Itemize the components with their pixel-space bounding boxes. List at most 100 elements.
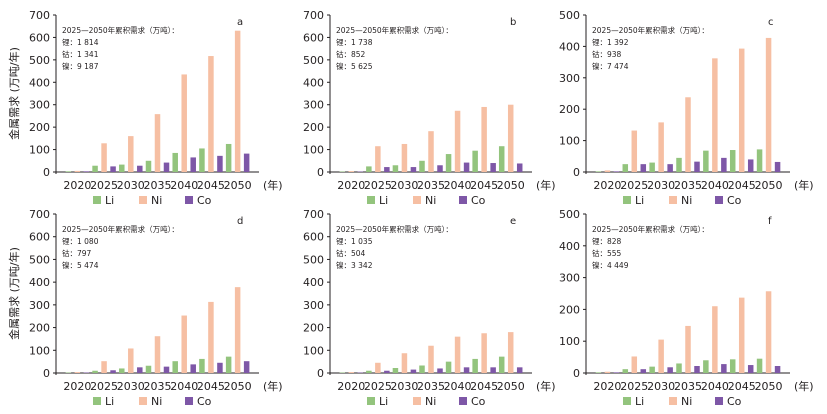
legend-label-li: Li: [635, 395, 644, 408]
bar-co-2025: [110, 370, 116, 373]
legend-swatch-ni: [413, 397, 421, 405]
x-axis-unit: (年): [536, 379, 556, 393]
bar-co-2040: [463, 162, 470, 172]
y-tick-label: 0: [43, 367, 50, 380]
bar-ni-2045: [738, 48, 745, 172]
bar-li-2045: [472, 150, 478, 172]
bar-co-2040: [463, 367, 470, 373]
legend-label-li: Li: [379, 395, 388, 408]
y-tick-label: 100: [559, 335, 580, 348]
bar-ni-2050: [507, 332, 514, 373]
x-tick-label: 2035: [144, 179, 172, 192]
x-tick-label: 2025: [90, 179, 118, 192]
y-tick-label: 700: [303, 208, 324, 221]
x-tick-label: 2035: [674, 380, 702, 393]
y-tick-label: 500: [559, 208, 580, 221]
x-tick-label: 2045: [728, 179, 756, 192]
chart-panel-e: 0100200300400500600700202020252030203520…: [303, 208, 556, 408]
y-tick-label: 0: [317, 367, 324, 380]
bar-li-2040: [703, 150, 709, 172]
y-tick-label: 300: [29, 99, 50, 112]
bar-ni-2050: [507, 104, 514, 172]
x-tick-label: 2020: [337, 179, 365, 192]
bar-li-2020: [595, 171, 602, 172]
bar-li-2025: [92, 370, 98, 373]
legend-label-ni: Ni: [151, 194, 162, 207]
bar-li-2030: [392, 368, 399, 373]
legend-label-co: Co: [471, 194, 486, 207]
bar-li-2025: [92, 165, 98, 172]
bar-ni-2025: [375, 362, 381, 373]
bar-li-2030: [649, 366, 655, 373]
bar-li-2045: [199, 148, 205, 172]
cumulative-demand-title: 2025—2050年累积需求（万吨）：: [592, 224, 709, 234]
bar-co-2045: [747, 365, 754, 373]
x-tick-label: 2040: [444, 179, 472, 192]
panel-letter: c: [768, 17, 774, 28]
bar-ni-2045: [208, 56, 214, 173]
bar-co-2020: [83, 171, 90, 172]
bar-ni-2035: [428, 131, 434, 172]
x-tick-label: 2035: [674, 179, 702, 192]
y-tick-label: 200: [29, 121, 50, 134]
y-tick-label: 100: [303, 344, 324, 357]
bar-co-2045: [490, 367, 496, 373]
y-tick-label: 300: [303, 299, 324, 312]
legend-label-co: Co: [197, 395, 212, 408]
bar-li-2045: [729, 150, 736, 172]
cumulative-demand-line: 镍：4 449: [592, 260, 629, 270]
y-tick-label: 100: [303, 144, 324, 157]
bar-li-2020: [65, 171, 72, 172]
bar-co-2050: [243, 153, 250, 172]
bar-ni-2050: [765, 37, 772, 173]
y-tick-label: 0: [43, 166, 50, 179]
legend-swatch-li: [93, 397, 101, 405]
legend-label-li: Li: [105, 194, 114, 207]
bar-ni-2025: [631, 356, 638, 373]
y-tick-label: 700: [29, 208, 50, 221]
bar-co-2035: [694, 366, 700, 373]
x-axis-unit: (年): [794, 178, 814, 192]
bar-ni-2045: [208, 301, 214, 373]
y-tick-label: 400: [303, 76, 324, 89]
bar-co-2050: [516, 367, 523, 373]
x-tick-label: 2050: [224, 179, 252, 192]
y-tick-label: 600: [29, 231, 50, 244]
legend-swatch-ni: [669, 397, 677, 405]
bar-ni-2040: [454, 110, 461, 172]
bar-co-2045: [217, 362, 223, 373]
bar-li-2045: [729, 359, 736, 373]
bar-co-2045: [217, 155, 223, 172]
cumulative-demand-line: 锂：1 814: [62, 37, 99, 47]
bar-li-2035: [419, 365, 425, 373]
y-tick-label: 400: [29, 276, 50, 289]
x-tick-label: 2040: [170, 380, 198, 393]
y-tick-label: 700: [29, 9, 50, 22]
bar-ni-2045: [481, 333, 487, 373]
bar-ni-2050: [765, 291, 772, 373]
cumulative-demand-line: 钴：555: [592, 248, 622, 258]
legend-swatch-co: [185, 196, 193, 204]
chart-panel-f: 0 100 200 300 400 500 202020252030203520402045…: [559, 208, 814, 408]
bar-ni-2035: [685, 325, 691, 373]
y-tick-label: 500: [29, 54, 50, 67]
x-tick-label: 2050: [497, 179, 525, 192]
y-tick-label: 400: [559, 240, 580, 253]
bar-li-2040: [445, 361, 452, 373]
legend-label-ni: Ni: [681, 194, 692, 207]
y-tick-label: 300: [303, 99, 324, 112]
bar-ni-2020: [604, 371, 611, 373]
bar-li-2050: [225, 356, 232, 373]
bar-ni-2030: [401, 353, 408, 373]
legend-label-li: Li: [379, 194, 388, 207]
bar-ni-2020: [348, 372, 355, 373]
cumulative-demand-line: 镍：5 474: [62, 260, 99, 270]
bar-ni-2050: [234, 287, 241, 373]
bar-li-2045: [199, 358, 205, 373]
bar-co-2035: [163, 366, 170, 373]
bar-li-2025: [366, 370, 372, 373]
panel-letter: b: [510, 17, 516, 28]
y-tick-label: 600: [303, 31, 324, 44]
